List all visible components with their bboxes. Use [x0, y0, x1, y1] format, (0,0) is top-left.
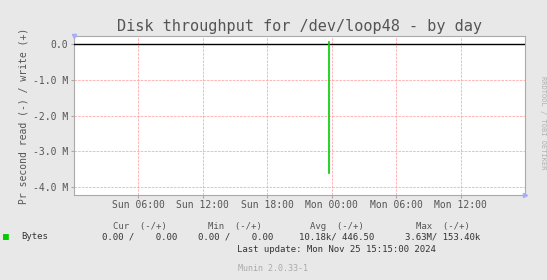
Text: Max  (-/+): Max (-/+) [416, 222, 470, 231]
Y-axis label: Pr second read (-) / write (+): Pr second read (-) / write (+) [19, 27, 29, 204]
Text: 0.00 /    0.00: 0.00 / 0.00 [102, 232, 177, 241]
Text: Avg  (-/+): Avg (-/+) [310, 222, 363, 231]
Text: RRDTOOL / TOBI OETIKER: RRDTOOL / TOBI OETIKER [540, 76, 546, 170]
Text: 0.00 /    0.00: 0.00 / 0.00 [197, 232, 273, 241]
Text: Bytes: Bytes [21, 232, 48, 241]
Text: Min  (-/+): Min (-/+) [208, 222, 262, 231]
Text: Cur  (-/+): Cur (-/+) [113, 222, 166, 231]
Text: Munin 2.0.33-1: Munin 2.0.33-1 [238, 264, 309, 273]
Text: Last update: Mon Nov 25 15:15:00 2024: Last update: Mon Nov 25 15:15:00 2024 [237, 245, 436, 254]
Text: ■: ■ [3, 232, 9, 242]
Text: 10.18k/ 446.50: 10.18k/ 446.50 [299, 232, 374, 241]
Text: 3.63M/ 153.40k: 3.63M/ 153.40k [405, 232, 481, 241]
Title: Disk throughput for /dev/loop48 - by day: Disk throughput for /dev/loop48 - by day [117, 19, 482, 34]
